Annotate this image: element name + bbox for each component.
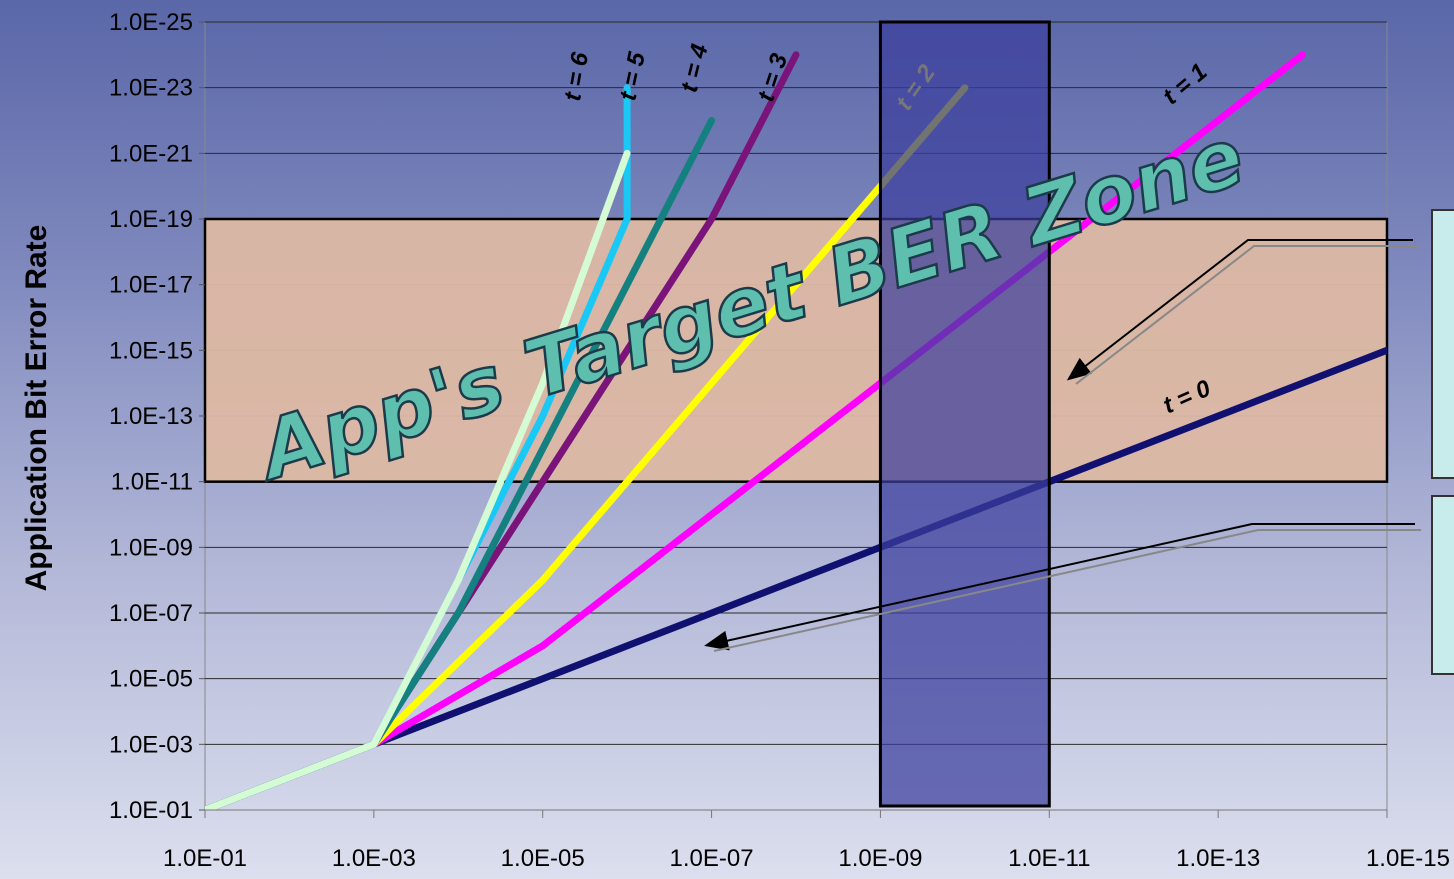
series-label-t4: t = 4 bbox=[676, 41, 714, 95]
callout-box-bottom bbox=[1431, 495, 1454, 675]
y-tick-label: 1.0E-07 bbox=[109, 600, 193, 627]
series-label-t6: t = 6 bbox=[559, 50, 594, 103]
x-tick-label: 1.0E-11 bbox=[1008, 845, 1090, 872]
arrow-shadow-zone bbox=[1075, 245, 1420, 385]
series-line-t0 bbox=[205, 346, 1387, 810]
x-tick-label: 1.0E-03 bbox=[332, 845, 416, 872]
x-tick-label: 1.0E-09 bbox=[838, 845, 922, 872]
arrow-to-t0 bbox=[704, 523, 1415, 651]
x-axis: 1.0E-01 1.0E-03 1.0E-05 1.0E-07 1.0E-09 1.0E-… bbox=[163, 809, 1450, 872]
y-tick-label: 1.0E-09 bbox=[109, 534, 193, 561]
y-tick-label: 1.0E-05 bbox=[109, 666, 193, 693]
y-tick-label: 1.0E-21 bbox=[109, 140, 193, 167]
y-axis: 1.0E-25 1.0E-23 1.0E-21 1.0E-19 1.0E-17 1.0E-… bbox=[109, 9, 205, 824]
y-tick-label: 1.0E-01 bbox=[109, 797, 193, 824]
arrow-to-zone bbox=[1066, 239, 1413, 381]
x-tick-label: 1.0E-15 bbox=[1366, 845, 1450, 872]
y-tick-label: 1.0E-13 bbox=[109, 403, 193, 430]
side-callouts bbox=[1431, 209, 1454, 675]
y-tick-label: 1.0E-19 bbox=[109, 206, 193, 233]
series-line-t6 bbox=[205, 149, 631, 810]
series-line-t1 bbox=[205, 51, 1307, 810]
annotation-arrows bbox=[704, 239, 1421, 652]
y-tick-label: 1.0E-17 bbox=[109, 272, 193, 299]
x-tick-label: 1.0E-07 bbox=[670, 845, 754, 872]
highlight-band-rect bbox=[878, 20, 1051, 808]
x-tick-label: 1.0E-13 bbox=[1176, 845, 1260, 872]
y-tick-label: 1.0E-15 bbox=[109, 337, 193, 364]
callout-box-top bbox=[1431, 209, 1454, 479]
arrow-shadow-t0 bbox=[713, 529, 1421, 652]
y-tick-label: 1.0E-11 bbox=[111, 469, 193, 496]
x-tick-label: 1.0E-01 bbox=[163, 845, 247, 872]
y-tick-label: 1.0E-25 bbox=[109, 9, 193, 36]
series-label-t5: t = 5 bbox=[614, 49, 651, 103]
y-axis-label: Application Bit Error Rate bbox=[20, 225, 53, 592]
series-label-t1: t = 1 bbox=[1158, 58, 1213, 110]
highlight-band bbox=[878, 20, 1051, 808]
x-tick-label: 1.0E-05 bbox=[501, 845, 585, 872]
y-tick-label: 1.0E-03 bbox=[109, 731, 193, 758]
y-tick-label: 1.0E-23 bbox=[109, 75, 193, 102]
